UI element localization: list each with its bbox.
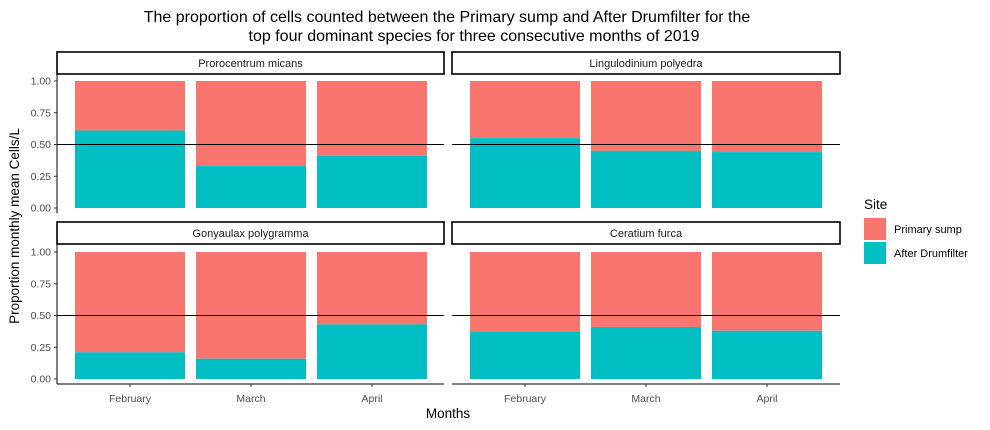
facet-gonyaulax-polygramma: Gonyaulax polygramma 0.00 0.25 0.50 0.75 1.00… <box>31 221 445 405</box>
y-tick-label: 0.50 <box>31 139 52 151</box>
legend-label-primary-sump: Primary sump <box>894 224 962 236</box>
x-tick-label: February <box>109 393 152 405</box>
bar-after-drumfilter-february <box>75 130 185 208</box>
bar-primary-sump-april <box>317 81 427 156</box>
bar-primary-sump-april <box>317 252 427 325</box>
y-tick-label: 0.75 <box>31 107 52 119</box>
x-tick-label: March <box>631 393 660 405</box>
bar-primary-sump-april <box>712 81 822 153</box>
y-tick-label: 0.00 <box>31 374 52 386</box>
bar-after-drumfilter-february <box>470 138 580 208</box>
x-tick-label: April <box>361 393 382 405</box>
y-tick-label: 1.00 <box>31 76 52 88</box>
legend-label-after-drumfilter: After Drumfilter <box>894 248 968 260</box>
chart-title-line-2: top four dominant species for three cons… <box>249 28 700 45</box>
bar-after-drumfilter-march <box>591 326 701 379</box>
y-tick-label: 0.25 <box>31 342 52 354</box>
facet-ceratium-furca: Ceratium furca February March April <box>451 221 841 405</box>
facet-strip-label: Lingulodinium polyedra <box>589 58 703 70</box>
bar-after-drumfilter-april <box>317 324 427 379</box>
bar-after-drumfilter-february <box>75 352 185 379</box>
facet-strip-label: Ceratium furca <box>610 228 683 240</box>
facet-strip-label: Gonyaulax polygramma <box>192 228 309 240</box>
bar-primary-sump-february <box>470 252 580 333</box>
bar-primary-sump-february <box>470 81 580 139</box>
legend-swatch-after-drumfilter <box>864 242 886 264</box>
legend-title: Site <box>864 197 887 212</box>
facet-prorocentrum-micans: Prorocentrum micans 0.00 0.25 0.50 0.75 1.00 <box>31 51 445 215</box>
facet-strip-gonyaulax-polygramma <box>56 221 445 245</box>
bar-after-drumfilter-march <box>196 166 306 208</box>
y-tick-label: 0.50 <box>31 310 52 322</box>
facet-strip-lingulodinium-polyedra <box>451 51 841 75</box>
bar-primary-sump-march <box>196 252 306 359</box>
y-tick-label: 1.00 <box>31 247 52 259</box>
x-tick-label: March <box>236 393 265 405</box>
facet-strip-prorocentrum-micans <box>56 51 445 75</box>
bar-primary-sump-march <box>591 252 701 327</box>
facet-lingulodinium-polyedra: Lingulodinium polyedra <box>451 51 841 208</box>
facet-strip-ceratium-furca <box>451 221 841 245</box>
bar-after-drumfilter-april <box>317 155 427 208</box>
chart-title-line-1: The proportion of cells counted between … <box>144 9 751 26</box>
x-tick-label: April <box>756 393 777 405</box>
y-tick-label: 0.00 <box>31 203 52 215</box>
bar-after-drumfilter-february <box>470 332 580 379</box>
y-tick-label: 0.25 <box>31 171 52 183</box>
x-tick-label: February <box>504 393 547 405</box>
bar-primary-sump-april <box>712 252 822 331</box>
legend-swatch-primary-sump <box>864 218 886 240</box>
bar-after-drumfilter-april <box>712 152 822 208</box>
bar-after-drumfilter-april <box>712 330 822 379</box>
bar-after-drumfilter-march <box>196 358 306 379</box>
facet-strip-label: Prorocentrum micans <box>198 58 303 70</box>
bar-primary-sump-march <box>196 81 306 167</box>
y-axis-title: Proportion monthly mean Cells/L <box>7 128 22 324</box>
x-axis-title: Months <box>426 406 471 421</box>
bar-after-drumfilter-march <box>591 150 701 208</box>
y-tick-label: 0.75 <box>31 278 52 290</box>
bar-primary-sump-february <box>75 81 185 131</box>
plot-layer: Prorocentrum micans 0.00 0.25 0.50 0.75 1.00 L… <box>31 51 968 405</box>
bar-primary-sump-february <box>75 252 185 353</box>
bar-primary-sump-march <box>591 81 701 151</box>
